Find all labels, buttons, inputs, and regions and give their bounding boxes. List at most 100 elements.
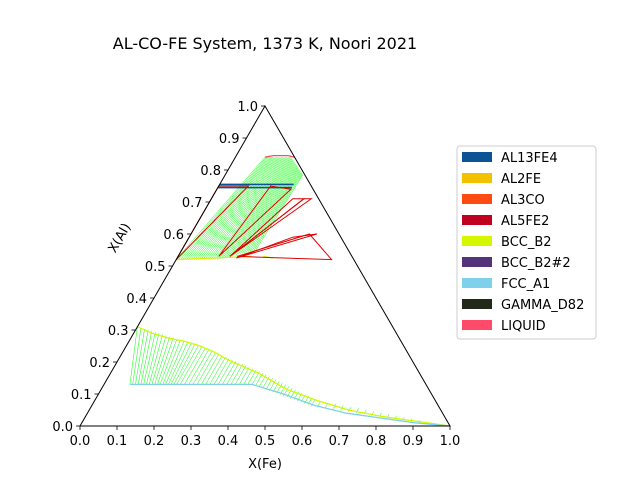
legend-label: LIQUID: [501, 319, 546, 334]
legend-swatch: [462, 257, 492, 267]
tieline: [194, 157, 277, 260]
chart-title: AL-CO-FE System, 1373 K, Noori 2021: [113, 34, 417, 53]
legend-swatch: [462, 215, 492, 225]
tieline: [218, 157, 292, 260]
tieline: [220, 158, 293, 259]
tieline: [198, 157, 280, 260]
y-axis-ticks: 0.0 0.1 0.2 0.3 0.4 0.5 0.6 0.7 0.8 0.9 1.0: [52, 100, 265, 435]
tieline: [186, 157, 272, 260]
legend-swatch: [462, 299, 492, 309]
phase-boundary-layer: [129, 154, 451, 427]
x-tick-label: 0.6: [292, 434, 313, 449]
tieline: [168, 342, 188, 385]
legend-swatch: [462, 236, 492, 246]
tieline: [202, 157, 283, 260]
tieline: [218, 359, 233, 385]
tieline: [247, 370, 257, 385]
tieline: [188, 157, 273, 260]
tieline: [243, 368, 253, 385]
x-tick-label: 0.5: [255, 434, 276, 449]
tieline: [190, 157, 275, 260]
legend-swatch: [462, 152, 492, 162]
tieline: [348, 406, 352, 412]
tieline: [204, 157, 284, 260]
three-phase-triangle: [218, 185, 292, 257]
tieline: [209, 356, 226, 385]
x-tick-label: 0.1: [107, 434, 128, 449]
tieline: [249, 172, 302, 252]
tieline: [179, 346, 203, 385]
tieline: [226, 161, 295, 258]
tieline: [272, 381, 280, 393]
tieline: [269, 379, 277, 391]
tieline: [157, 337, 174, 385]
tieline: [201, 353, 220, 385]
tieline: [236, 165, 298, 255]
legend-label: BCC_B2: [501, 235, 552, 250]
tieline-layer: [129, 157, 443, 426]
y-tick-label: 0.7: [182, 196, 203, 211]
x-tick-label: 1.0: [440, 434, 461, 449]
tieline: [137, 330, 149, 385]
x-tick-label: 0.4: [218, 434, 239, 449]
y-tick-label: 0.0: [52, 420, 73, 435]
phase-boundary-liquid: [264, 154, 295, 158]
tieline: [240, 167, 299, 254]
tieline: [245, 170, 301, 253]
tieline: [154, 336, 170, 385]
y-tick-label: 0.2: [89, 356, 110, 371]
legend-swatch: [462, 320, 492, 330]
tieline: [234, 365, 247, 385]
tieline: [192, 350, 213, 385]
tieline: [170, 343, 192, 385]
tieline: [228, 162, 295, 257]
tieline: [162, 339, 181, 385]
x-tick-label: 0.7: [329, 434, 350, 449]
tieline: [208, 157, 286, 260]
y-tick-label: 0.9: [219, 132, 240, 147]
tieline: [213, 358, 230, 385]
three-phase-triangle: [229, 198, 313, 257]
legend-label: AL3CO: [501, 193, 545, 208]
tieline: [205, 355, 223, 385]
tieline: [206, 157, 285, 260]
x-tick-label: 0.8: [366, 434, 387, 449]
legend-label: FCC_A1: [501, 277, 550, 292]
tieline: [129, 326, 138, 385]
x-tick-label: 0.9: [403, 434, 424, 449]
y-axis-label: X(Al): [106, 221, 135, 256]
tieline: [255, 174, 304, 251]
tieline: [210, 157, 288, 260]
tieline: [196, 352, 216, 385]
x-axis-ticks: 0.0 0.1 0.2 0.3 0.4 0.5 0.6 0.7 0.8 0.9 1.0: [70, 426, 461, 449]
tieline: [196, 157, 279, 260]
tieline: [230, 163, 296, 257]
legend-swatch: [462, 194, 492, 204]
legend-label: BCC_B2#2: [501, 256, 571, 271]
tieline: [176, 157, 266, 260]
tieline: [239, 367, 250, 385]
y-tick-label: 0.6: [163, 228, 184, 243]
legend-label: GAMMA_D82: [501, 298, 584, 313]
tieline: [226, 362, 240, 385]
tieline: [148, 334, 163, 385]
y-tick-label: 0.1: [71, 388, 92, 403]
legend-label: AL2FE: [501, 172, 541, 187]
legend: AL13FE4 AL2FE AL3CO AL5FE2 BCC_B2 BCC_B2#2 FCC…: [456, 145, 597, 340]
tieline: [222, 361, 236, 385]
tieline: [224, 160, 294, 258]
legend-swatch: [462, 278, 492, 288]
tieline: [188, 349, 209, 385]
ternary-frame: [79, 105, 451, 427]
tieline: [159, 338, 178, 385]
y-tick-label: 0.3: [108, 324, 129, 339]
tieline: [173, 344, 196, 385]
tieline: [243, 169, 300, 254]
tieline: [143, 332, 156, 385]
tieline: [251, 172, 302, 252]
tieline: [184, 348, 206, 385]
tieline: [232, 164, 296, 256]
tieline: [184, 157, 271, 260]
tieline: [200, 157, 281, 260]
